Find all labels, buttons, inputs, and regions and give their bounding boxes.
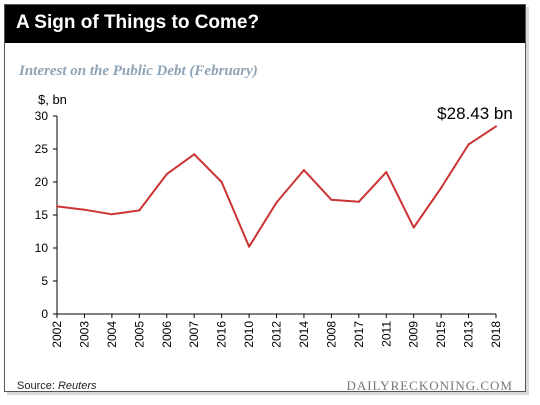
data-point [330,198,333,201]
data-point [56,205,58,208]
data-point [83,208,86,211]
x-tick-label: 2013 [462,321,476,348]
data-point [248,245,251,248]
x-tick-label: 2015 [434,321,448,348]
x-tick-label: 2011 [379,321,393,347]
y-tick-label: 25 [35,142,49,156]
x-tick-label: 2010 [242,321,256,348]
y-tick-label: 10 [35,241,49,255]
brand-watermark: DAILYRECKONING.COM [346,378,513,393]
source-note: Source: Reuters [17,380,97,392]
x-tick-label: 2002 [50,321,64,348]
y-tick-label: 20 [35,175,49,189]
series-line [56,125,497,248]
data-point [193,153,196,156]
chart-card: A Sign of Things to Come? Interest on th… [4,4,526,393]
x-tick-label: 2007 [187,321,201,348]
series [56,125,497,248]
x-tick-label: 2005 [132,321,146,348]
y-tick-label: 0 [41,307,48,321]
x-tick-label: 2014 [297,321,311,348]
x-tick-label: 2004 [105,321,119,348]
data-point [495,125,497,128]
data-point [357,200,360,203]
data-point [412,226,415,229]
y-tick-label: 30 [35,109,49,123]
data-point [165,173,168,176]
axes [56,116,496,315]
x-tick-label: 2003 [77,321,91,348]
title-bar: A Sign of Things to Come? [5,5,525,43]
data-point [302,169,305,172]
data-point [275,201,278,204]
x-tick-label: 2012 [270,321,284,348]
data-point [385,171,388,174]
x-tick-label: 2018 [489,321,503,348]
data-point [138,209,141,212]
x-tick-label: 2017 [352,321,366,348]
x-axis-ticks: 2002 2003 2004 2005 2006 2007 2016 2010 2012 2014… [50,314,503,348]
source-label: Source: [17,380,55,392]
x-tick-label: 2008 [324,321,338,348]
data-point [220,181,223,183]
page-title: A Sign of Things to Come? [16,12,260,33]
data-point [467,143,470,146]
data-point [110,213,113,216]
y-axis-ticks: 0 5 10 15 20 25 30 [35,109,57,321]
y-axis-label: $, bn [38,92,67,107]
chart-labels: $, bn $28.43 bn [38,92,513,123]
source-name: Reuters [57,380,97,392]
x-tick-label: 2009 [407,321,421,348]
data-point [440,186,443,189]
x-tick-label: 2016 [215,321,229,348]
x-tick-label: 2006 [160,321,174,348]
annotation-label: $28.43 bn [437,104,513,123]
y-tick-label: 15 [35,208,49,222]
y-tick-label: 5 [41,274,48,288]
chart-subtitle: Interest on the Public Debt (February) [19,63,258,79]
